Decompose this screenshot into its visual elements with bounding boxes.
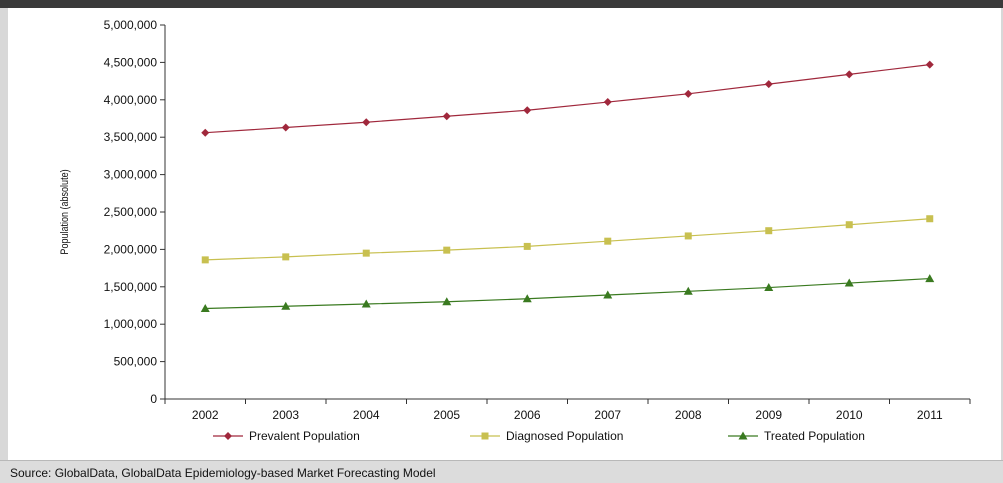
chart-legend: Prevalent Population Diagnosed Population… [213, 429, 865, 443]
data-point [926, 215, 933, 222]
data-point [202, 256, 209, 263]
chart-axes: 0 500,000 1,000,000 1,500,000 2,000,000 2,500… [59, 18, 970, 422]
title-bar [0, 0, 1003, 8]
y-tick-label: 2,500,000 [104, 205, 158, 219]
data-point [201, 129, 209, 137]
x-tick-label: 2006 [514, 408, 541, 422]
legend-label: Prevalent Population [249, 429, 360, 443]
data-point [604, 238, 611, 245]
x-tick-label: 2004 [353, 408, 380, 422]
legend-item-2: Diagnosed Population [470, 429, 623, 443]
x-tick-label: 2008 [675, 408, 702, 422]
y-tick-label: 2,000,000 [104, 242, 158, 256]
data-point [925, 274, 934, 282]
data-point [845, 70, 853, 78]
data-point [443, 247, 450, 254]
chart-series [201, 61, 935, 312]
x-tick-label: 2002 [192, 408, 219, 422]
series-line [205, 219, 930, 260]
data-point [926, 61, 934, 69]
y-tick-label: 3,500,000 [104, 130, 158, 144]
y-tick-label: 5,000,000 [104, 18, 158, 32]
y-tick-label: 3,000,000 [104, 168, 158, 182]
x-tick-label: 2011 [917, 408, 943, 422]
series-1 [201, 61, 934, 137]
x-tick-label: 2009 [755, 408, 782, 422]
data-point [765, 80, 773, 88]
legend-marker [482, 433, 489, 440]
chart-panel: 0 500,000 1,000,000 1,500,000 2,000,000 2,500… [8, 8, 1001, 460]
data-point [604, 98, 612, 106]
series-2 [202, 215, 934, 263]
data-point [523, 106, 531, 114]
data-point [363, 250, 370, 257]
chart-footer: Source: GlobalData, GlobalData Epidemiol… [0, 460, 1003, 483]
series-3 [201, 274, 935, 312]
series-line [205, 65, 930, 133]
data-point [684, 90, 692, 98]
y-axis-title: Population (absolute) [59, 169, 71, 254]
legend-label: Diagnosed Population [506, 429, 623, 443]
data-point [443, 112, 451, 120]
data-point [282, 123, 290, 131]
source-note: Source: GlobalData, GlobalData Epidemiol… [10, 466, 436, 480]
line-chart: 0 500,000 1,000,000 1,500,000 2,000,000 2,500… [8, 8, 1001, 460]
y-tick-label: 0 [150, 392, 157, 406]
data-point [282, 253, 289, 260]
y-tick-label: 4,000,000 [104, 93, 158, 107]
data-point [524, 243, 531, 250]
x-tick-label: 2003 [272, 408, 299, 422]
y-tick-label: 1,500,000 [104, 280, 158, 294]
legend-marker [224, 432, 232, 440]
data-point [765, 227, 772, 234]
y-tick-label: 1,000,000 [104, 317, 158, 331]
data-point [685, 232, 692, 239]
y-tick-label: 4,500,000 [104, 55, 158, 69]
legend-label: Treated Population [764, 429, 865, 443]
legend-item-3: Treated Population [728, 429, 865, 443]
y-tick-label: 500,000 [114, 355, 158, 369]
x-tick-label: 2007 [594, 408, 621, 422]
x-tick-label: 2010 [836, 408, 863, 422]
legend-item-1: Prevalent Population [213, 429, 360, 443]
data-point [846, 221, 853, 228]
x-tick-label: 2005 [433, 408, 460, 422]
data-point [362, 118, 370, 126]
series-line [205, 279, 930, 309]
